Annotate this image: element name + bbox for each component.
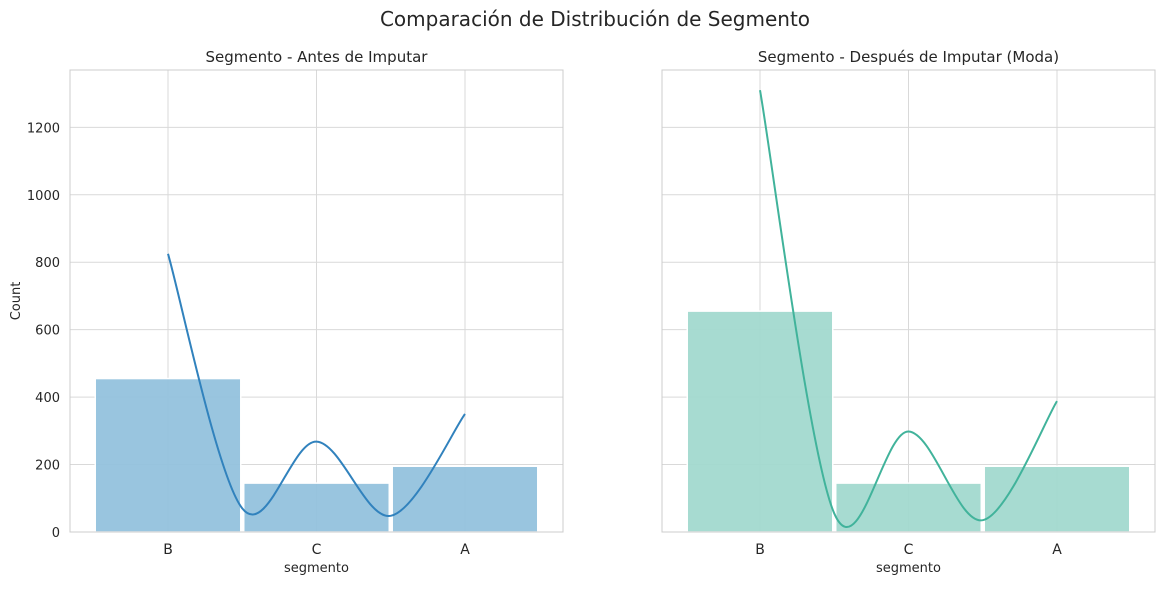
left-chart-title: Segmento - Antes de Imputar [206, 48, 429, 66]
right-x-tick-label: B [755, 542, 765, 558]
left-x-tick-label: B [163, 542, 173, 558]
left-bar-C [242, 482, 391, 533]
left-bar-B [94, 377, 242, 533]
right-plot-frame [661, 69, 1156, 533]
right-bar-B [686, 310, 834, 533]
left-y-tick-label: 1000 [27, 189, 60, 204]
right-bar-A [983, 465, 1131, 533]
right-x-axis-label: segmento [876, 561, 941, 576]
left-y-axis-label: Count [9, 282, 24, 321]
left-y-tick-label: 800 [35, 256, 60, 271]
left-bar-A [391, 465, 539, 533]
left-chart-panel: B C A 0 200 400 600 800 1000 1200 Segmento - Antes… [9, 48, 564, 576]
right-x-tick-label: C [904, 542, 914, 558]
left-y-tick-label: 0 [52, 526, 60, 541]
right-chart-panel: B C A Segmento - Después de Imputar (Moda) s… [661, 48, 1156, 576]
left-kde-line [167, 253, 466, 517]
right-chart-title: Segmento - Después de Imputar (Moda) [758, 48, 1059, 66]
right-x-tick-label: A [1052, 542, 1062, 558]
right-bar-C [834, 482, 983, 533]
left-plot-frame [69, 69, 564, 533]
left-x-tick-label: A [460, 542, 470, 558]
left-y-tick-label: 400 [35, 391, 60, 406]
left-y-tick-label: 600 [35, 324, 60, 339]
left-y-tick-label: 200 [35, 459, 60, 474]
left-x-axis-label: segmento [284, 561, 349, 576]
left-y-tick-label: 1200 [27, 121, 60, 136]
figure-title: Comparación de Distribución de Segmento [380, 7, 810, 31]
right-kde-line [759, 90, 1058, 528]
left-x-tick-label: C [312, 542, 322, 558]
